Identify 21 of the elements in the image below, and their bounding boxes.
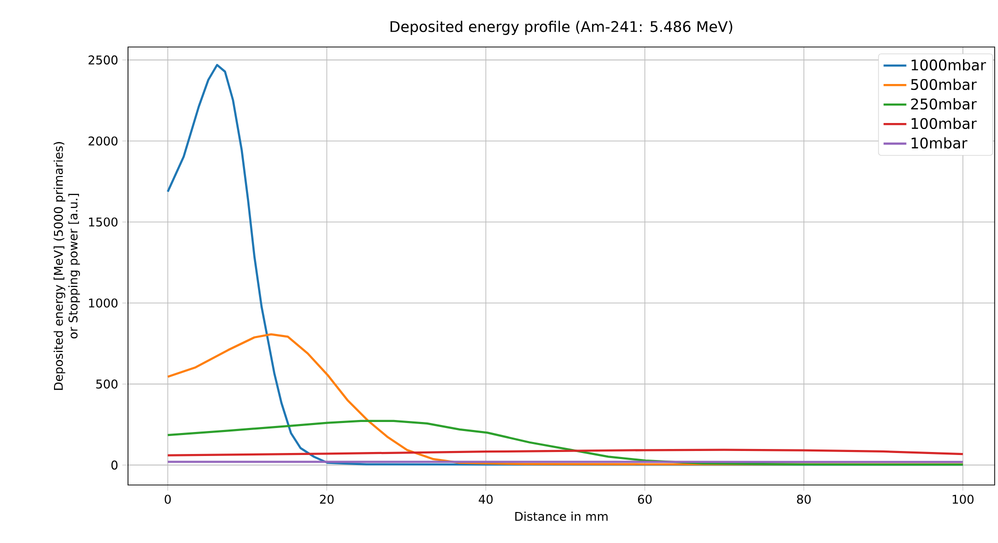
y-tick-label: 500 (96, 380, 118, 389)
y-tick-label: 1000 (89, 298, 118, 308)
y-tick-label: 1500 (89, 217, 118, 227)
chart-title: Deposited energy profile (Am-241: 5.486 MeV) (390, 20, 732, 35)
x-tick-label: 80 (797, 494, 811, 504)
legend-label: 1000mbar (912, 59, 986, 71)
x-axis-title: Distance in mm (515, 512, 608, 521)
legend-label: 250mbar (911, 98, 977, 110)
y-tick-label: 2500 (88, 55, 118, 64)
y-tick-label: 2000 (88, 136, 118, 146)
x-tick-label: 0 (164, 494, 171, 504)
legend-label: 10mbar (912, 137, 968, 149)
x-tick-label: 20 (320, 494, 334, 504)
legend-label: 100mbar (912, 118, 977, 130)
line-series (166, 420, 964, 466)
x-tick-label: 40 (478, 494, 493, 504)
y-axis-title: Deposited energy [MeV] (5000 primaries) or Stopping power [a.u.] (54, 142, 80, 390)
y-tick-label: 0 (111, 460, 118, 470)
x-tick-label: 60 (638, 494, 652, 504)
legend-label: 500mbar (911, 78, 977, 90)
x-tick-label: 100 (952, 494, 974, 504)
